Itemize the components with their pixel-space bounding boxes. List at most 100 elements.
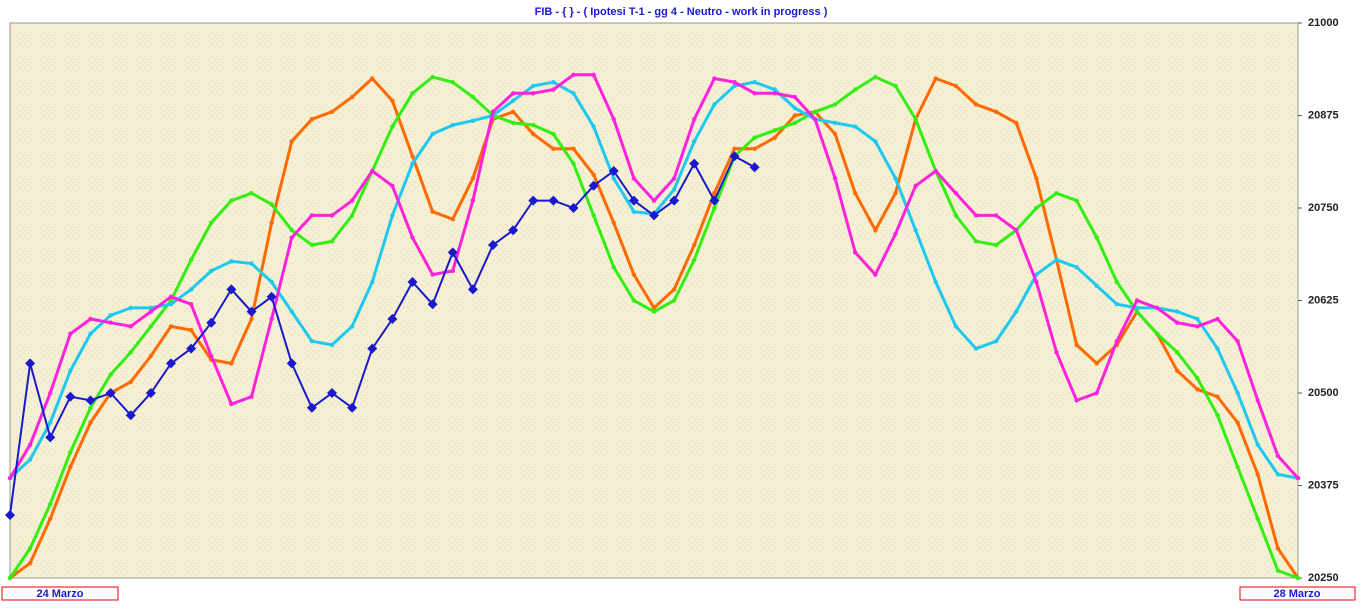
data-point (246, 306, 257, 317)
data-point (591, 213, 596, 218)
data-point (712, 191, 717, 196)
data-point (128, 324, 133, 329)
data-point (450, 268, 455, 274)
data-point (430, 272, 435, 277)
data-point (631, 176, 637, 181)
data-point (571, 91, 576, 96)
data-point (1114, 302, 1120, 307)
data-point (993, 242, 999, 248)
data-point (427, 299, 438, 310)
data-point (1154, 305, 1160, 311)
data-point (611, 117, 616, 122)
data-point (510, 91, 516, 96)
data-point (893, 231, 898, 237)
data-point (1054, 350, 1059, 355)
data-point (792, 94, 798, 100)
data-point (48, 420, 53, 425)
data-point (407, 277, 418, 287)
data-point (671, 176, 677, 181)
data-point (832, 131, 838, 137)
data-point (68, 368, 73, 373)
data-point (209, 268, 214, 274)
data-point (1195, 316, 1200, 322)
data-point (329, 213, 335, 218)
data-point (1195, 324, 1200, 329)
data-point (286, 358, 297, 369)
data-point (1074, 398, 1079, 403)
chart-title: FIB - { } - ( Ipotesi T-1 - gg 4 - Neutr… (535, 6, 828, 18)
data-point (913, 183, 918, 188)
data-point (571, 146, 576, 151)
data-point (611, 176, 616, 181)
data-point (168, 324, 174, 329)
data-point (85, 395, 96, 406)
data-point (832, 102, 838, 107)
data-point (1014, 309, 1019, 314)
data-point (249, 394, 254, 399)
data-point (591, 72, 596, 78)
data-point (209, 353, 214, 359)
data-point (973, 346, 979, 351)
data-point (1215, 413, 1220, 418)
data-point (531, 122, 536, 128)
data-point (1195, 387, 1200, 392)
data-point (873, 272, 878, 277)
data-point (628, 195, 639, 206)
data-point (510, 120, 516, 126)
data-point (611, 265, 616, 270)
data-point (410, 154, 415, 159)
data-point (289, 309, 294, 314)
data-point (188, 287, 194, 292)
data-point (993, 213, 999, 218)
data-point (48, 390, 53, 396)
data-point (973, 213, 979, 218)
data-point (1034, 176, 1039, 181)
data-point (48, 501, 53, 507)
data-point (709, 195, 720, 206)
data-point (229, 198, 234, 203)
data-point (993, 109, 999, 115)
end-label: 28 Marzo (1273, 588, 1320, 600)
data-point (1235, 420, 1240, 425)
data-point (470, 176, 476, 181)
data-point (873, 228, 878, 233)
data-point (88, 316, 93, 322)
data-point (7, 575, 13, 581)
data-point (125, 410, 136, 421)
data-point (729, 151, 740, 162)
data-point (1114, 339, 1120, 344)
data-point (631, 209, 637, 214)
data-point (689, 158, 700, 169)
data-point (108, 313, 113, 318)
data-point (329, 342, 335, 348)
data-point (370, 76, 375, 81)
data-point (269, 202, 274, 207)
data-point (349, 324, 355, 329)
data-point (608, 166, 619, 176)
data-point (913, 117, 918, 122)
data-point (249, 316, 254, 322)
data-point (329, 239, 335, 244)
data-point (48, 516, 53, 521)
data-point (309, 242, 315, 248)
series-line (9, 154, 756, 516)
data-point (1235, 464, 1240, 470)
data-point (953, 324, 959, 329)
data-point (1275, 546, 1281, 551)
data-point (1074, 265, 1079, 270)
data-point (309, 117, 315, 122)
data-point (712, 76, 717, 81)
data-point (853, 250, 858, 255)
data-point (188, 302, 194, 307)
data-point (467, 284, 478, 295)
y-tick-label: 20375 (1308, 479, 1339, 491)
data-point (410, 91, 415, 96)
data-point (5, 510, 15, 521)
data-point (249, 261, 254, 266)
data-point (591, 124, 596, 129)
data-point (249, 191, 254, 196)
data-point (792, 120, 798, 126)
data-point (551, 80, 556, 85)
data-point (229, 259, 234, 264)
data-point (531, 83, 536, 89)
